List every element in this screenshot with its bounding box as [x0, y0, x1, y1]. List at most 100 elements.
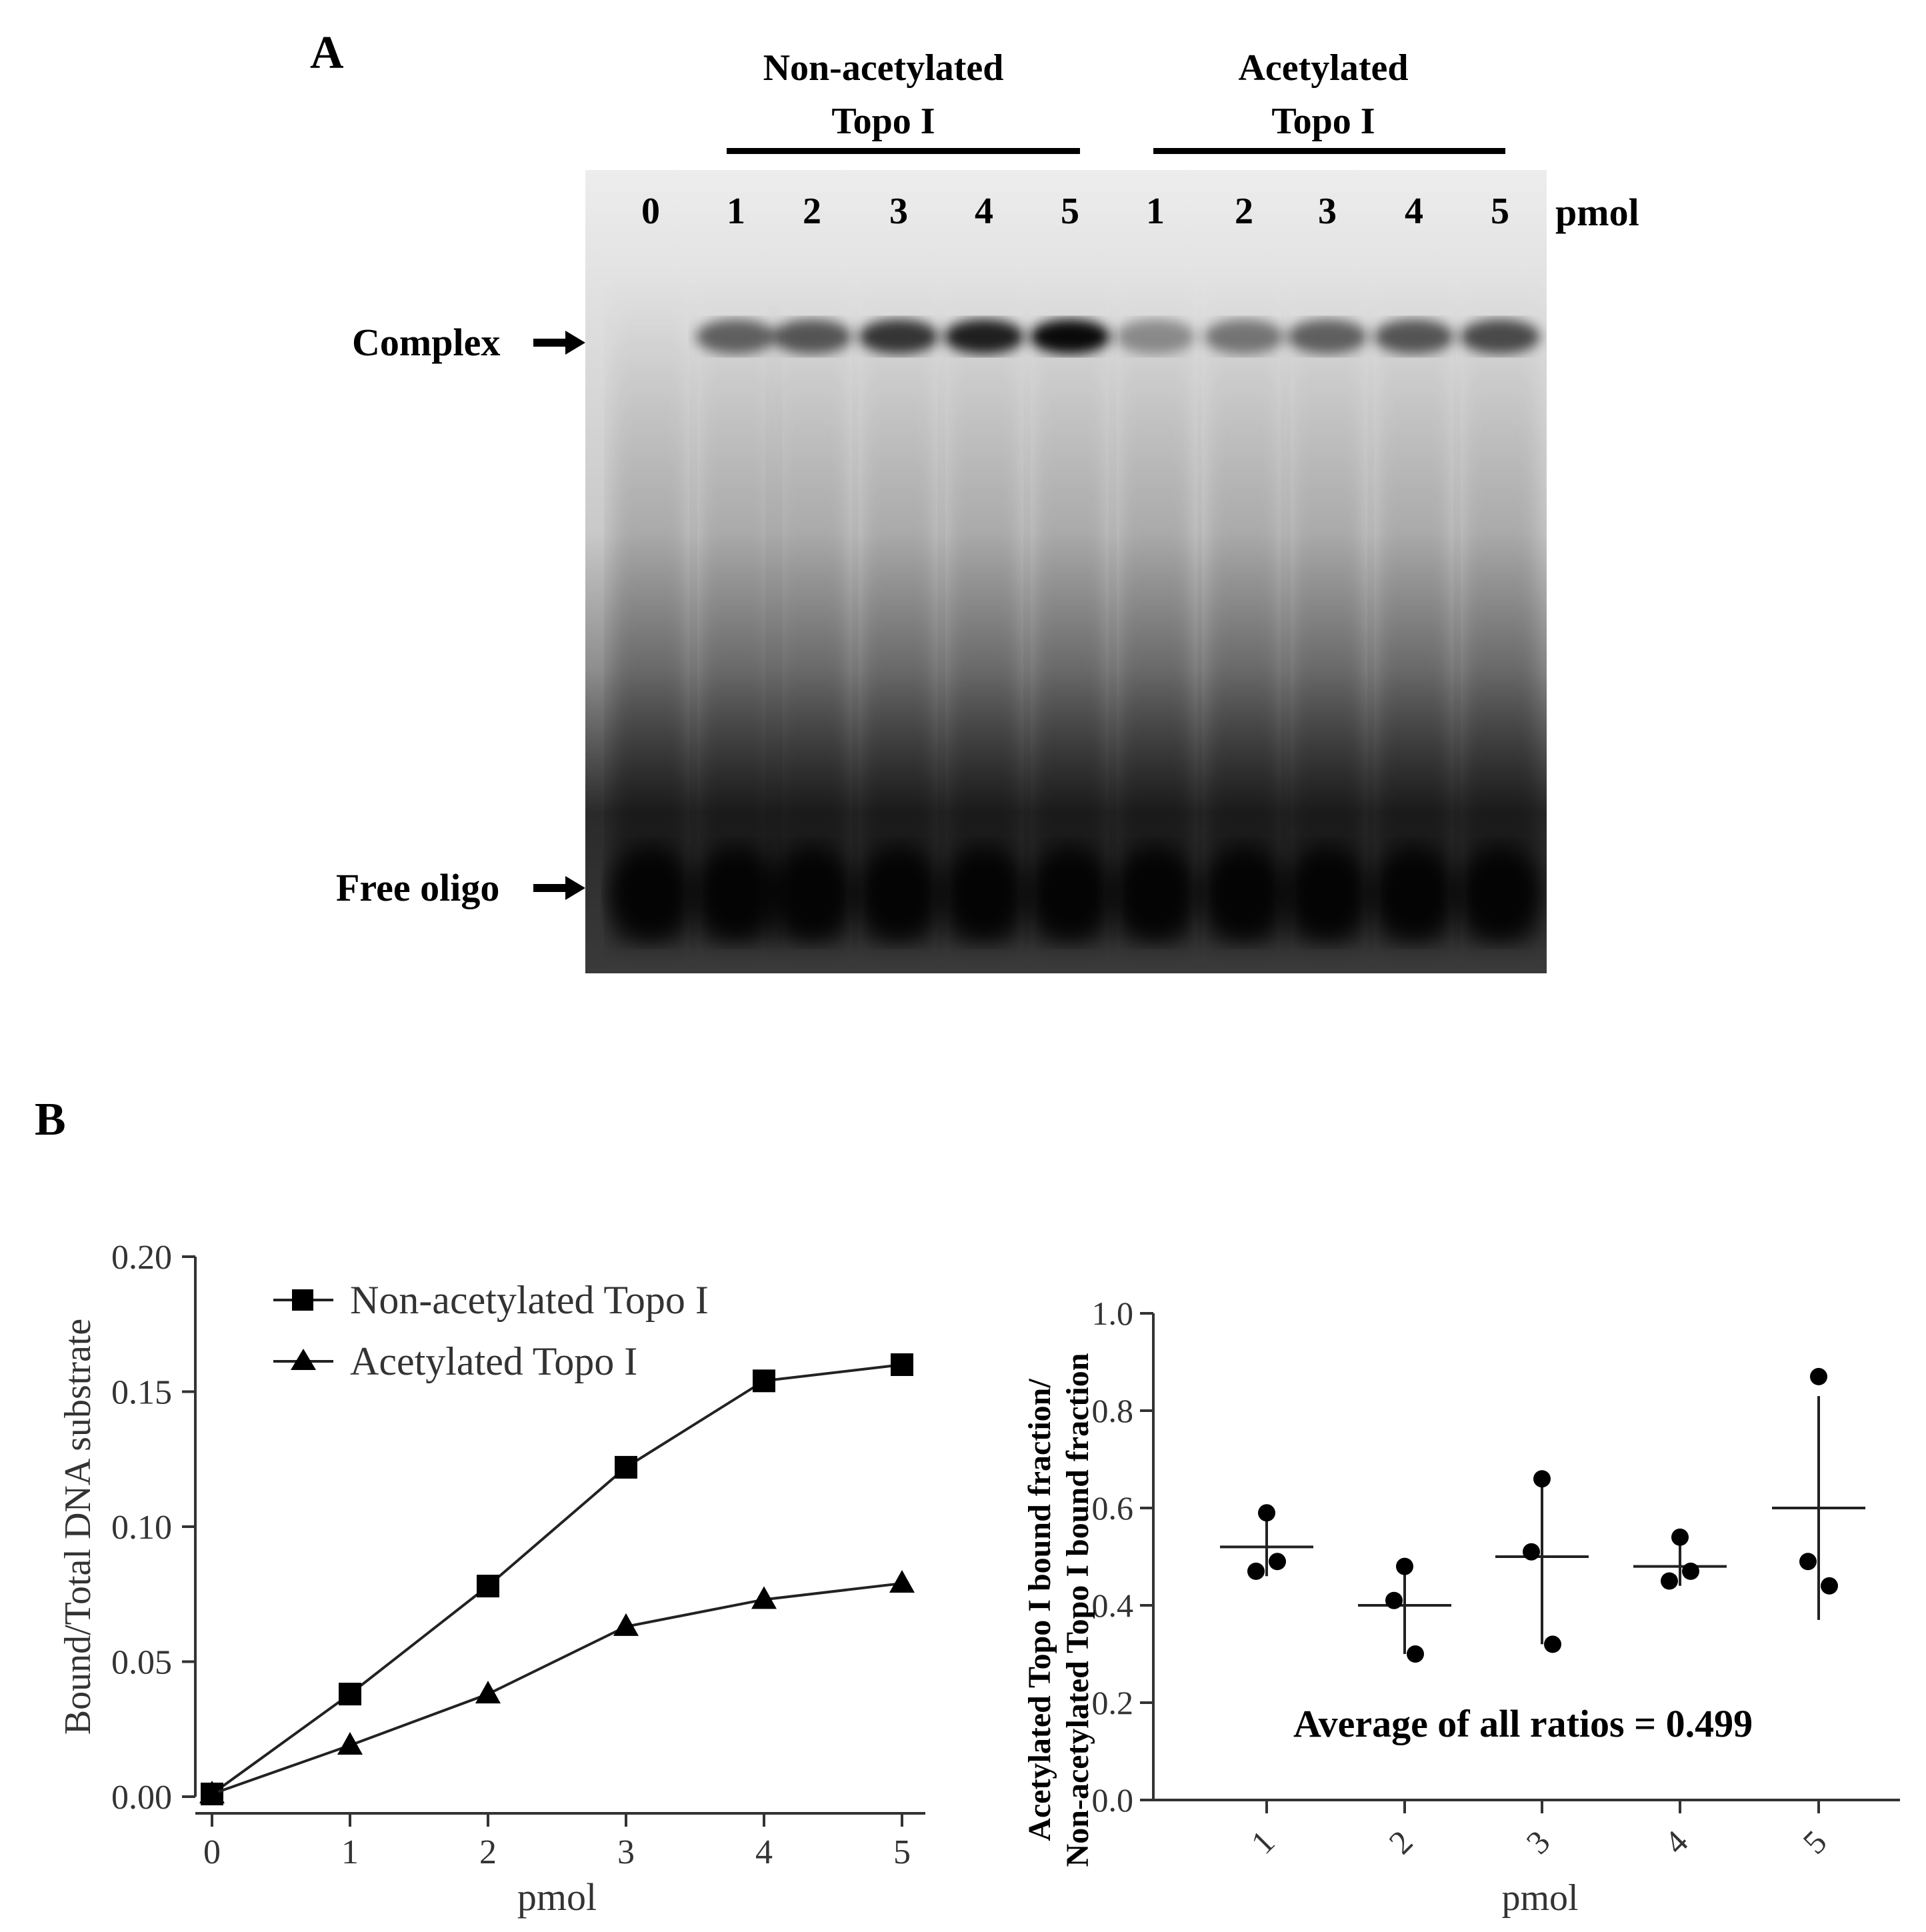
free-oligo-arrow-icon: [533, 876, 587, 903]
complex-band: [859, 319, 939, 354]
y-tick-label: 0.0: [1092, 1781, 1134, 1819]
data-point: [1533, 1470, 1551, 1488]
gel-lane-smear: [860, 277, 937, 943]
y-tick-label: 0.4: [1092, 1587, 1134, 1624]
y-tick-label: 0.00: [111, 1779, 172, 1817]
complex-band: [696, 319, 776, 354]
data-point-triangle: [889, 1570, 915, 1593]
gel-lane-smear: [1375, 277, 1453, 943]
free-oligo-band: [771, 847, 853, 940]
complex-band: [1287, 319, 1367, 354]
x-tick-label: 2: [479, 1833, 497, 1871]
data-point-square: [615, 1455, 637, 1479]
free-oligo-band: [609, 847, 692, 940]
gel-image: [585, 170, 1547, 973]
data-point-square: [753, 1369, 775, 1393]
series-line: [211, 1582, 903, 1795]
ratio-chart: 0.0 0.2 0.4 0.6 0.8 1.0 1 2 3 4 5 pmol Acetylated To…: [993, 1227, 1913, 1927]
complex-label: Complex: [352, 321, 501, 364]
average-annotation: Average of all ratios = 0.499: [1293, 1702, 1753, 1745]
x-axis-label: pmol: [517, 1875, 597, 1919]
free-oligo-band: [1459, 847, 1541, 940]
data-point-triangle: [199, 1780, 225, 1803]
gel-lane-smear: [1461, 277, 1539, 943]
x-tick-label: 5: [1795, 1823, 1833, 1861]
free-oligo-band: [857, 847, 940, 940]
free-oligo-band: [1114, 847, 1197, 940]
lane-number: 2: [1235, 191, 1253, 232]
x-tick-label: 0: [203, 1833, 221, 1871]
free-oligo-label: Free oligo: [336, 866, 500, 909]
complex-band: [1460, 319, 1540, 354]
panel-a-letter: A: [310, 27, 344, 79]
line-chart: 0.00 0.05 0.10 0.15 0.20 0 1 2 3 4 5 pmol Bound/Tota…: [40, 1213, 973, 1927]
y-tick-label: 0.6: [1092, 1489, 1134, 1527]
data-point-square: [339, 1683, 361, 1706]
legend-label: Non-acetylated Topo I: [350, 1278, 709, 1322]
data-point: [1810, 1367, 1827, 1385]
complex-band: [1374, 319, 1454, 354]
free-oligo-band: [1286, 847, 1369, 940]
data-point: [1247, 1562, 1265, 1580]
free-oligo-band: [1029, 847, 1111, 940]
y-tick-label: 0.2: [1092, 1684, 1134, 1721]
lane-number: 0: [641, 191, 660, 232]
lane-number: 3: [889, 191, 908, 232]
y-axis-label-line2: Non-acetylated Topo I bound fraction: [1060, 1353, 1095, 1867]
x-tick-label: 1: [341, 1833, 359, 1871]
group-bar-non-acetylated: [727, 148, 1080, 154]
data-point: [1385, 1591, 1403, 1609]
data-point: [1269, 1553, 1286, 1571]
data-point: [1258, 1504, 1275, 1522]
gel-lane-smear: [1117, 277, 1194, 943]
complex-band: [1204, 319, 1284, 354]
group-label-non-acetylated: Non-acetylated Topo I: [710, 41, 1057, 148]
legend-marker-triangle: [291, 1349, 316, 1370]
lane-number: 2: [803, 191, 821, 232]
free-oligo-band: [695, 847, 777, 940]
group-label-line1: Non-acetylated: [763, 47, 1004, 89]
series-line: [211, 1363, 903, 1795]
complex-arrow-icon: [533, 331, 587, 358]
gel-lane-smear: [1289, 277, 1366, 943]
data-point-triangle: [751, 1586, 777, 1609]
data-point-triangle: [475, 1681, 501, 1704]
data-point: [1523, 1543, 1540, 1561]
data-point-square: [477, 1575, 499, 1598]
data-point-triangle: [613, 1613, 639, 1636]
lane-number: 1: [1146, 191, 1165, 232]
x-tick-label: 5: [893, 1833, 911, 1871]
gel-lane-smear: [1031, 277, 1109, 943]
y-tick-label: 0.15: [111, 1374, 172, 1412]
legend-label: Acetylated Topo I: [350, 1339, 637, 1383]
gel-lane-smear: [1205, 277, 1283, 943]
x-tick-label: 4: [755, 1833, 773, 1871]
legend-marker-square: [292, 1289, 313, 1311]
complex-band: [1115, 319, 1195, 354]
lane-number: 4: [1405, 191, 1423, 232]
lane-number: 5: [1061, 191, 1079, 232]
y-axis-label: Bound/Total DNA substrate: [57, 1319, 99, 1735]
group-label-line1: Acetylated: [1238, 47, 1409, 89]
y-tick-label: 0.20: [111, 1239, 172, 1277]
lane-number: 4: [975, 191, 993, 232]
y-axis-label-line1: Acetylated Topo I bound fraction/: [1022, 1379, 1057, 1841]
data-point: [1821, 1577, 1838, 1595]
y-tick-label: 1.0: [1092, 1295, 1134, 1332]
data-point: [1661, 1572, 1678, 1590]
data-point: [1671, 1528, 1689, 1546]
x-tick-label: 2: [1381, 1823, 1419, 1861]
x-axis-label: pmol: [1501, 1877, 1578, 1919]
complex-band: [1030, 319, 1110, 354]
y-tick-label: 0.10: [111, 1509, 172, 1547]
y-tick-label: 0.8: [1092, 1392, 1134, 1429]
data-point: [1407, 1645, 1424, 1663]
gel-lane-smear: [697, 277, 775, 943]
x-tick-label: 1: [1243, 1823, 1281, 1861]
data-point: [1682, 1562, 1699, 1580]
data-point: [1799, 1553, 1817, 1571]
gel-lane-smear: [945, 277, 1023, 943]
lane-number: 5: [1491, 191, 1509, 232]
group-bar-acetylated: [1153, 148, 1505, 154]
